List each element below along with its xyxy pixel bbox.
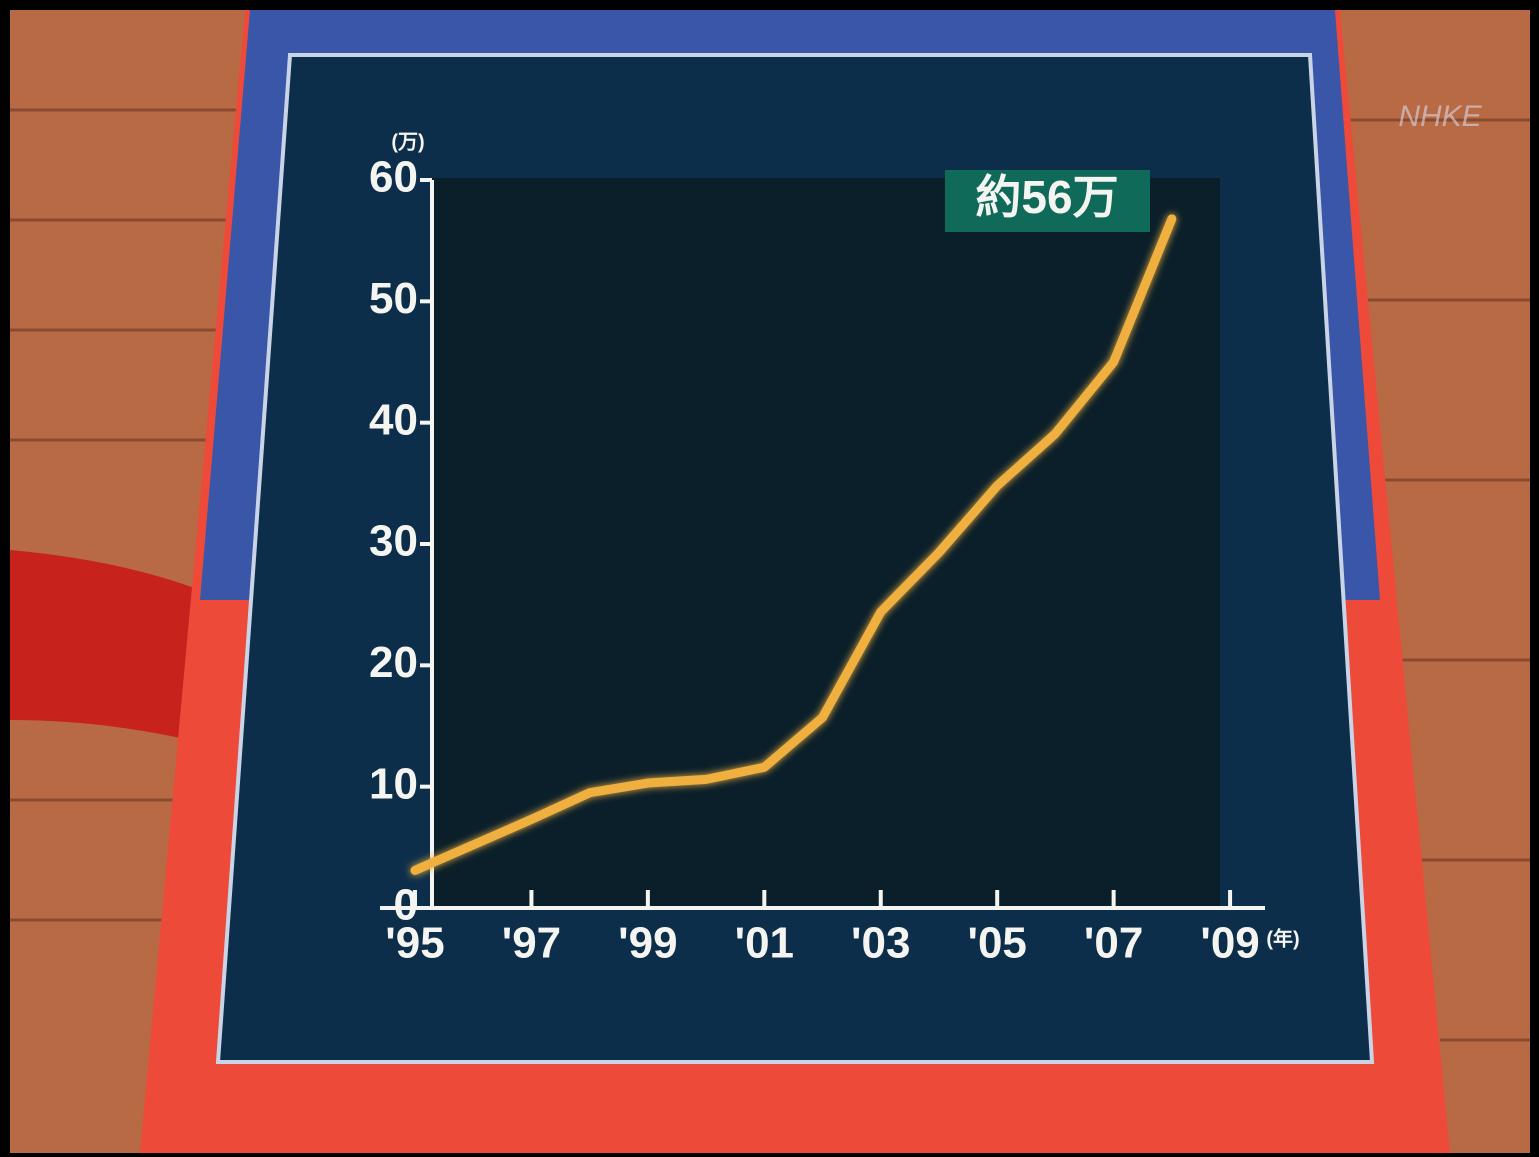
y-tick-label: 20 (369, 638, 418, 687)
red-ribbon (10, 550, 200, 740)
x-tick-label: '97 (502, 919, 561, 968)
annotation: 約56万 (975, 171, 1118, 223)
wood-planks (10, 108, 1530, 1042)
x-unit: (年) (1266, 926, 1299, 950)
x-tick-label: '09 (1200, 919, 1259, 968)
y-tick-label: 50 (369, 274, 418, 323)
y-tick-label: 40 (369, 395, 418, 444)
x-tick-label: '01 (735, 919, 794, 968)
y-tick-label: 60 (369, 153, 418, 202)
annotation-box (945, 170, 1150, 232)
y-tick-label: 30 (369, 517, 418, 566)
x-tick-label: '03 (851, 919, 910, 968)
x-tick-label: '05 (967, 919, 1026, 968)
logo: NHKE (1398, 100, 1482, 133)
x-tick-label: '95 (385, 919, 444, 968)
x-tick-label: '07 (1084, 919, 1143, 968)
x-tick-label: '99 (618, 919, 677, 968)
data-line (410, 214, 1177, 875)
y-unit: (万) (391, 131, 424, 153)
y-tick-label: 10 (369, 759, 418, 808)
plot-area (430, 178, 1220, 906)
